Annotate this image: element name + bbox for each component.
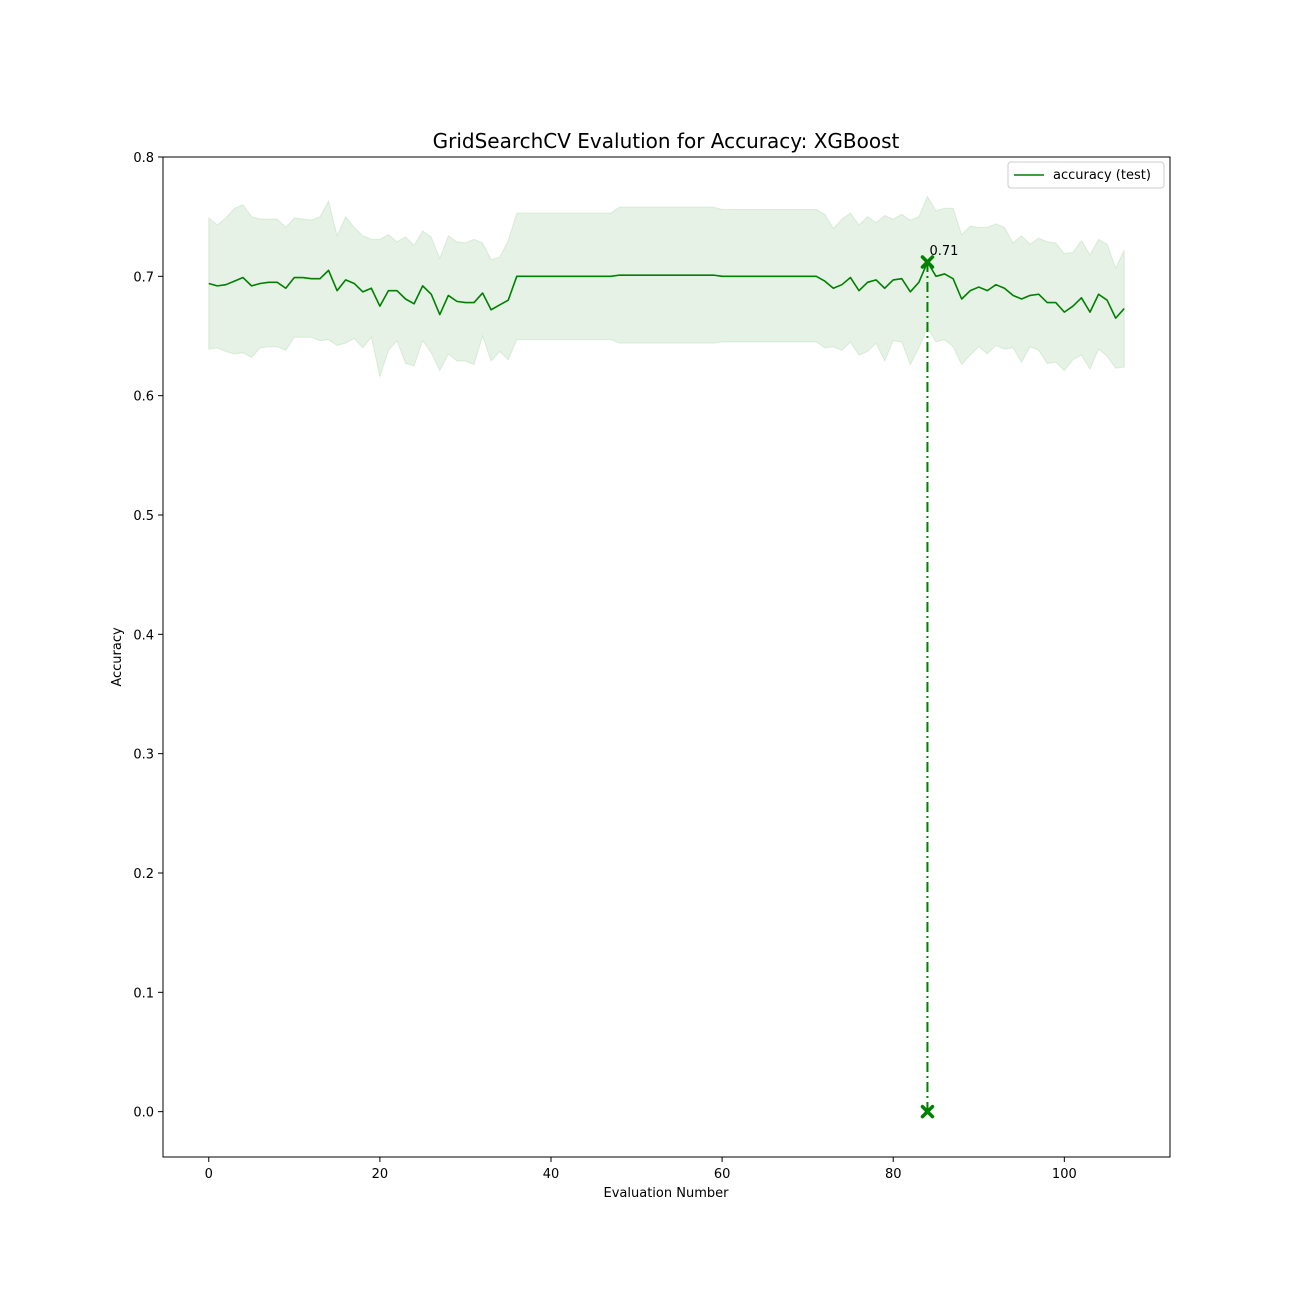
series-line-accuracy-test [208,261,1125,319]
series-confidence-band [208,195,1125,379]
y-tick-label: 0.3 [133,748,154,763]
y-tick-label: 0.8 [133,151,154,166]
legend-label: accuracy (test) [1053,168,1151,183]
legend: accuracy (test) [1007,161,1165,189]
x-tick-label: 60 [714,1167,731,1182]
y-tick-label: 0.4 [133,628,154,643]
legend-box [1007,161,1165,189]
x-tick-label: 40 [543,1167,560,1182]
best-point-layer: 0.71 [920,244,958,1119]
y-tick-label: 0.1 [133,986,154,1001]
y-tick-label: 0.2 [133,867,154,882]
y-axis-ticks: 0.0 0.1 0.2 0.3 0.4 0.5 0.6 0.7 0.8 [133,151,163,1121]
confidence-band-layer [208,195,1125,379]
plot-area-frame [162,156,1171,1158]
chart-title: GridSearchCV Evalution for Accuracy: XGB… [433,129,900,153]
x-tick-label: 0 [205,1167,213,1182]
series-line-layer [208,261,1125,319]
x-tick-label: 100 [1052,1167,1077,1182]
x-tick-label: 20 [372,1167,389,1182]
y-tick-label: 0.0 [133,1106,154,1121]
x-axis-label: Evaluation Number [604,1186,730,1201]
y-tick-label: 0.7 [133,270,154,285]
x-tick-label: 80 [885,1167,902,1182]
y-tick-label: 0.6 [133,390,154,405]
best-point-label: 0.71 [929,244,958,259]
best-point-baseline-marker [920,1104,935,1119]
x-axis-ticks: 0 20 40 60 80 100 [205,1157,1077,1182]
y-tick-label: 0.5 [133,509,154,524]
best-point-marker [920,255,935,269]
y-axis-label: Accuracy [110,627,125,687]
